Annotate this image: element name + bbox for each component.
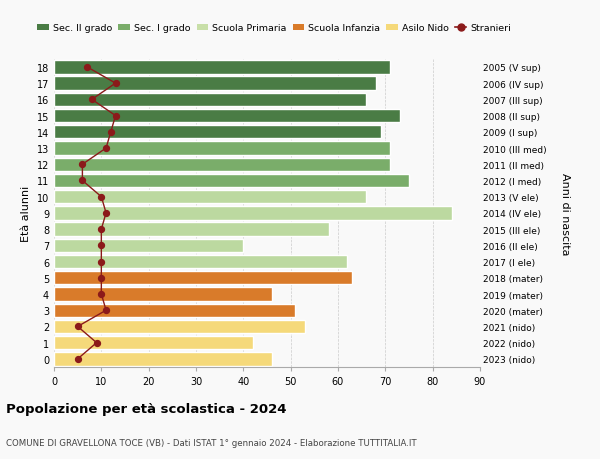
Point <box>77 161 87 168</box>
Bar <box>54 190 367 204</box>
Bar <box>54 239 244 252</box>
Bar <box>54 158 390 172</box>
Point <box>101 210 111 217</box>
Point <box>73 323 82 330</box>
Bar <box>54 223 329 236</box>
Bar <box>54 353 272 366</box>
Point <box>101 145 111 152</box>
Point <box>111 112 121 120</box>
Point <box>101 307 111 314</box>
Bar <box>54 207 452 220</box>
Point <box>92 339 101 347</box>
Point <box>111 80 121 88</box>
Bar <box>54 94 367 107</box>
Point <box>87 96 97 104</box>
Bar <box>54 320 305 333</box>
Bar <box>54 77 376 90</box>
Y-axis label: Età alunni: Età alunni <box>21 185 31 241</box>
Bar <box>54 272 352 285</box>
Bar <box>54 110 400 123</box>
Point <box>77 177 87 185</box>
Point <box>97 291 106 298</box>
Point <box>97 258 106 266</box>
Point <box>97 242 106 250</box>
Y-axis label: Anni di nascita: Anni di nascita <box>560 172 570 255</box>
Text: COMUNE DI GRAVELLONA TOCE (VB) - Dati ISTAT 1° gennaio 2024 - Elaborazione TUTTI: COMUNE DI GRAVELLONA TOCE (VB) - Dati IS… <box>6 438 416 448</box>
Point <box>82 64 92 72</box>
Text: Popolazione per età scolastica - 2024: Popolazione per età scolastica - 2024 <box>6 403 287 415</box>
Bar <box>54 336 253 350</box>
Legend: Sec. II grado, Sec. I grado, Scuola Primaria, Scuola Infanzia, Asilo Nido, Stran: Sec. II grado, Sec. I grado, Scuola Prim… <box>37 24 511 34</box>
Bar <box>54 61 390 74</box>
Bar <box>54 288 272 301</box>
Point <box>97 226 106 233</box>
Point <box>97 194 106 201</box>
Bar <box>54 142 390 155</box>
Point <box>73 355 82 363</box>
Point <box>97 274 106 282</box>
Bar <box>54 255 347 269</box>
Bar <box>54 126 380 139</box>
Bar <box>54 304 295 317</box>
Bar <box>54 174 409 188</box>
Point <box>106 129 116 136</box>
